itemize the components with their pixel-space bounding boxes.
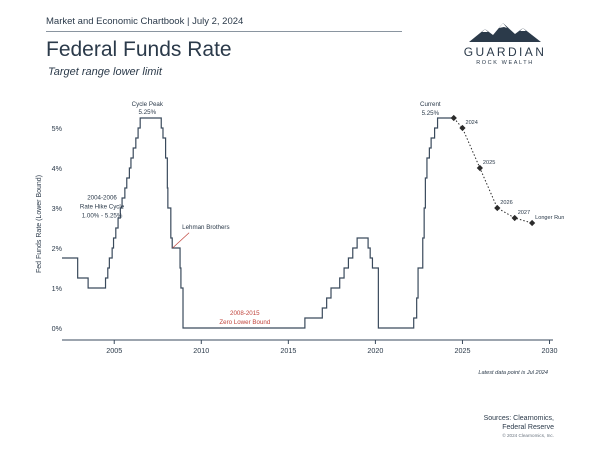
projection-label: 2024 [465, 120, 477, 126]
y-tick-label: 0% [52, 324, 63, 333]
annotation-lehman: Lehman Brothers [182, 224, 229, 231]
sources-line-1: Sources: Clearnomics, [483, 415, 554, 422]
projection-label: Longer Run [535, 215, 564, 221]
fed-funds-series-line [62, 117, 454, 329]
projection-label: 2026 [500, 200, 512, 206]
x-tick-label: 2025 [454, 346, 470, 355]
annotation-hike-cycle: Rate Hike Cycle [80, 204, 125, 211]
sources-text: Sources: Clearnomics, Federal Reserve [484, 414, 554, 432]
publication-line: Market and Economic Chartbook | July 2, … [46, 16, 244, 27]
x-tick-label: 2030 [542, 346, 558, 355]
y-axis-label: Fed Funds Rate (Lower Bound) [36, 175, 43, 273]
annotation-cycle-peak: Cycle Peak [132, 101, 164, 108]
copyright-text: © 2024 Clearnomics, Inc. [502, 433, 554, 438]
page-subtitle: Target range lower limit [48, 66, 162, 78]
page-title: Federal Funds Rate [46, 38, 232, 61]
annotation-hike-cycle: 2004-2006 [87, 195, 117, 202]
projection-point [450, 114, 457, 122]
y-tick-label: 2% [52, 244, 63, 253]
y-tick-label: 1% [52, 284, 63, 293]
annotation-current: 5.25% [422, 110, 440, 117]
y-tick-label: 5% [52, 124, 63, 133]
x-tick-label: 2005 [106, 346, 122, 355]
y-tick-label: 3% [52, 204, 63, 213]
logo-name: GUARDIAN [463, 45, 547, 59]
latest-data-note: Latest data point is Jul 2024 [478, 370, 548, 376]
header-divider [46, 31, 402, 32]
annotation-zero-lower-bound: Zero Lower Bound [219, 319, 270, 326]
x-tick-label: 2010 [193, 346, 209, 355]
annotation-cycle-peak: 5.25% [139, 109, 157, 116]
y-tick-label: 4% [52, 164, 63, 173]
annotation-hike-cycle: 1.00% - 5.25% [82, 213, 123, 220]
logo-tagline: ROCK WEALTH [476, 60, 534, 66]
projection-label: 2027 [518, 210, 530, 216]
projection-label: 2025 [483, 160, 495, 166]
sources-line-2: Federal Reserve [502, 424, 554, 431]
annotation-lehman-leader [172, 232, 190, 249]
mountain-logo-icon [469, 23, 541, 42]
annotation-zero-lower-bound: 2008-2015 [230, 310, 260, 317]
projection-dotted-line [453, 117, 533, 224]
annotation-current: Current [420, 101, 441, 108]
x-tick-label: 2020 [367, 346, 383, 355]
x-tick-label: 2015 [280, 346, 296, 355]
